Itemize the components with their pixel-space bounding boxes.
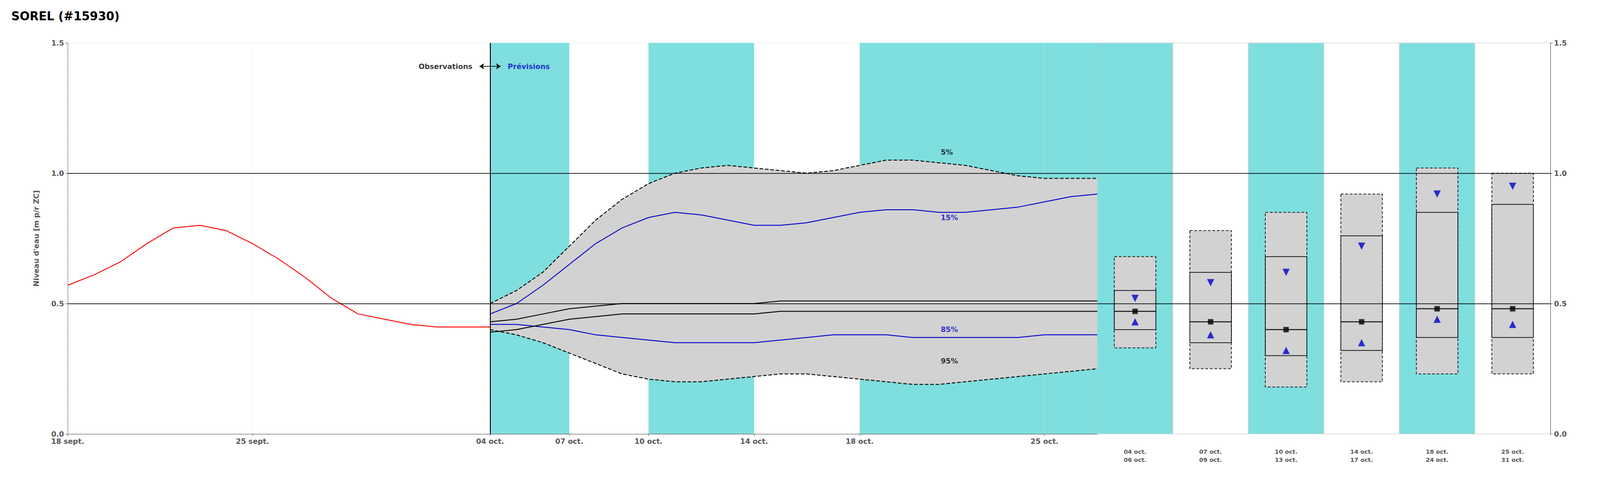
svg-text:09 oct.: 09 oct.	[1199, 456, 1222, 464]
svg-text:18 oct.: 18 oct.	[845, 437, 874, 446]
svg-text:SOREL (#15930): SOREL (#15930)	[11, 9, 120, 24]
svg-text:Observations: Observations	[418, 62, 473, 71]
svg-text:1.0: 1.0	[51, 169, 65, 178]
svg-text:17 oct.: 17 oct.	[1350, 456, 1373, 464]
svg-text:18 oct.: 18 oct.	[1425, 448, 1449, 456]
svg-text:0.5: 0.5	[51, 299, 65, 309]
svg-text:07 oct.: 07 oct.	[555, 437, 584, 446]
svg-text:1.5: 1.5	[51, 38, 65, 48]
svg-text:15%: 15%	[940, 213, 958, 222]
svg-text:1.5: 1.5	[1553, 38, 1567, 48]
svg-text:25 oct.: 25 oct.	[1501, 448, 1524, 456]
svg-text:0.0: 0.0	[1553, 429, 1567, 439]
svg-text:10 oct.: 10 oct.	[634, 437, 663, 446]
svg-text:04 oct.: 04 oct.	[1123, 448, 1147, 456]
svg-text:Prévisions: Prévisions	[507, 62, 550, 71]
svg-text:24 oct.: 24 oct.	[1425, 456, 1449, 464]
svg-text:0.5: 0.5	[1553, 299, 1567, 309]
svg-text:14 oct.: 14 oct.	[1350, 448, 1373, 456]
svg-text:31 oct.: 31 oct.	[1501, 456, 1524, 464]
svg-text:10 oct.: 10 oct.	[1274, 448, 1298, 456]
svg-text:25 sept.: 25 sept.	[235, 437, 269, 446]
svg-text:06 oct.: 06 oct.	[1123, 456, 1147, 464]
svg-text:13 oct.: 13 oct.	[1274, 456, 1298, 464]
svg-text:04 oct.: 04 oct.	[475, 437, 504, 446]
svg-text:1.0: 1.0	[1553, 169, 1567, 178]
svg-text:85%: 85%	[940, 325, 958, 334]
svg-text:25 oct.: 25 oct.	[1030, 437, 1059, 446]
svg-text:18 sept.: 18 sept.	[50, 437, 84, 446]
svg-text:5%: 5%	[940, 147, 953, 157]
svg-text:0.0: 0.0	[51, 429, 65, 439]
svg-text:Niveau d'eau [m p/r ZC]: Niveau d'eau [m p/r ZC]	[32, 190, 41, 287]
svg-text:95%: 95%	[940, 356, 958, 366]
svg-text:14 oct.: 14 oct.	[740, 437, 769, 446]
svg-text:07 oct.: 07 oct.	[1199, 448, 1222, 456]
